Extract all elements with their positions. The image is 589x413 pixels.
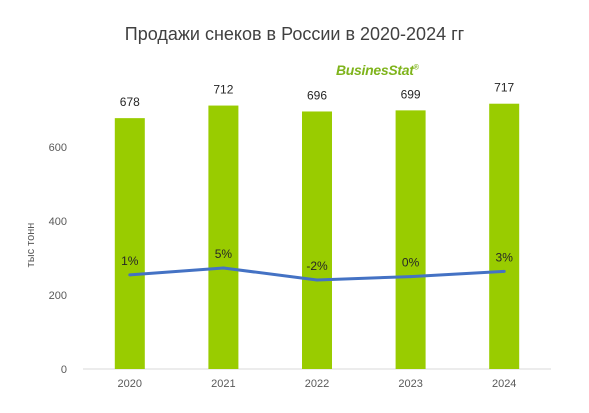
bar <box>302 111 332 369</box>
y-tick-label: 400 <box>49 216 67 228</box>
y-tick-label: 600 <box>49 142 67 154</box>
businesstat-logo: BusinesStat® <box>336 62 419 78</box>
x-tick-label: 2024 <box>492 378 516 390</box>
x-tick-label: 2023 <box>398 378 422 390</box>
logo-text: BusinesStat <box>336 62 414 78</box>
growth-point <box>221 266 225 270</box>
x-tick-label: 2021 <box>211 378 235 390</box>
bar <box>208 105 239 369</box>
growth-point <box>128 273 132 277</box>
growth-label: 0% <box>402 256 420 270</box>
bar-value-label: 717 <box>494 81 514 95</box>
growth-label: 5% <box>215 247 233 261</box>
bar-value-label: 712 <box>213 83 233 97</box>
bar <box>489 103 520 370</box>
bar-value-label: 696 <box>307 88 327 102</box>
growth-label: 3% <box>496 250 514 264</box>
bar-value-label: 699 <box>401 87 421 101</box>
y-tick-label: 200 <box>49 290 67 302</box>
growth-point <box>502 269 506 273</box>
growth-label: -2% <box>306 259 328 273</box>
y-axis-label: тыс тонн <box>25 223 37 268</box>
growth-point <box>315 278 319 282</box>
y-tick-label: 0 <box>61 364 67 376</box>
x-tick-label: 2022 <box>305 378 329 390</box>
bar <box>114 118 145 369</box>
bar-value-label: 678 <box>120 95 140 109</box>
growth-point <box>409 275 413 279</box>
bar <box>395 110 426 370</box>
x-tick-label: 2020 <box>118 378 142 390</box>
chart-title: Продажи снеков в России в 2020-2024 гг <box>124 24 465 44</box>
growth-label: 1% <box>121 254 139 268</box>
